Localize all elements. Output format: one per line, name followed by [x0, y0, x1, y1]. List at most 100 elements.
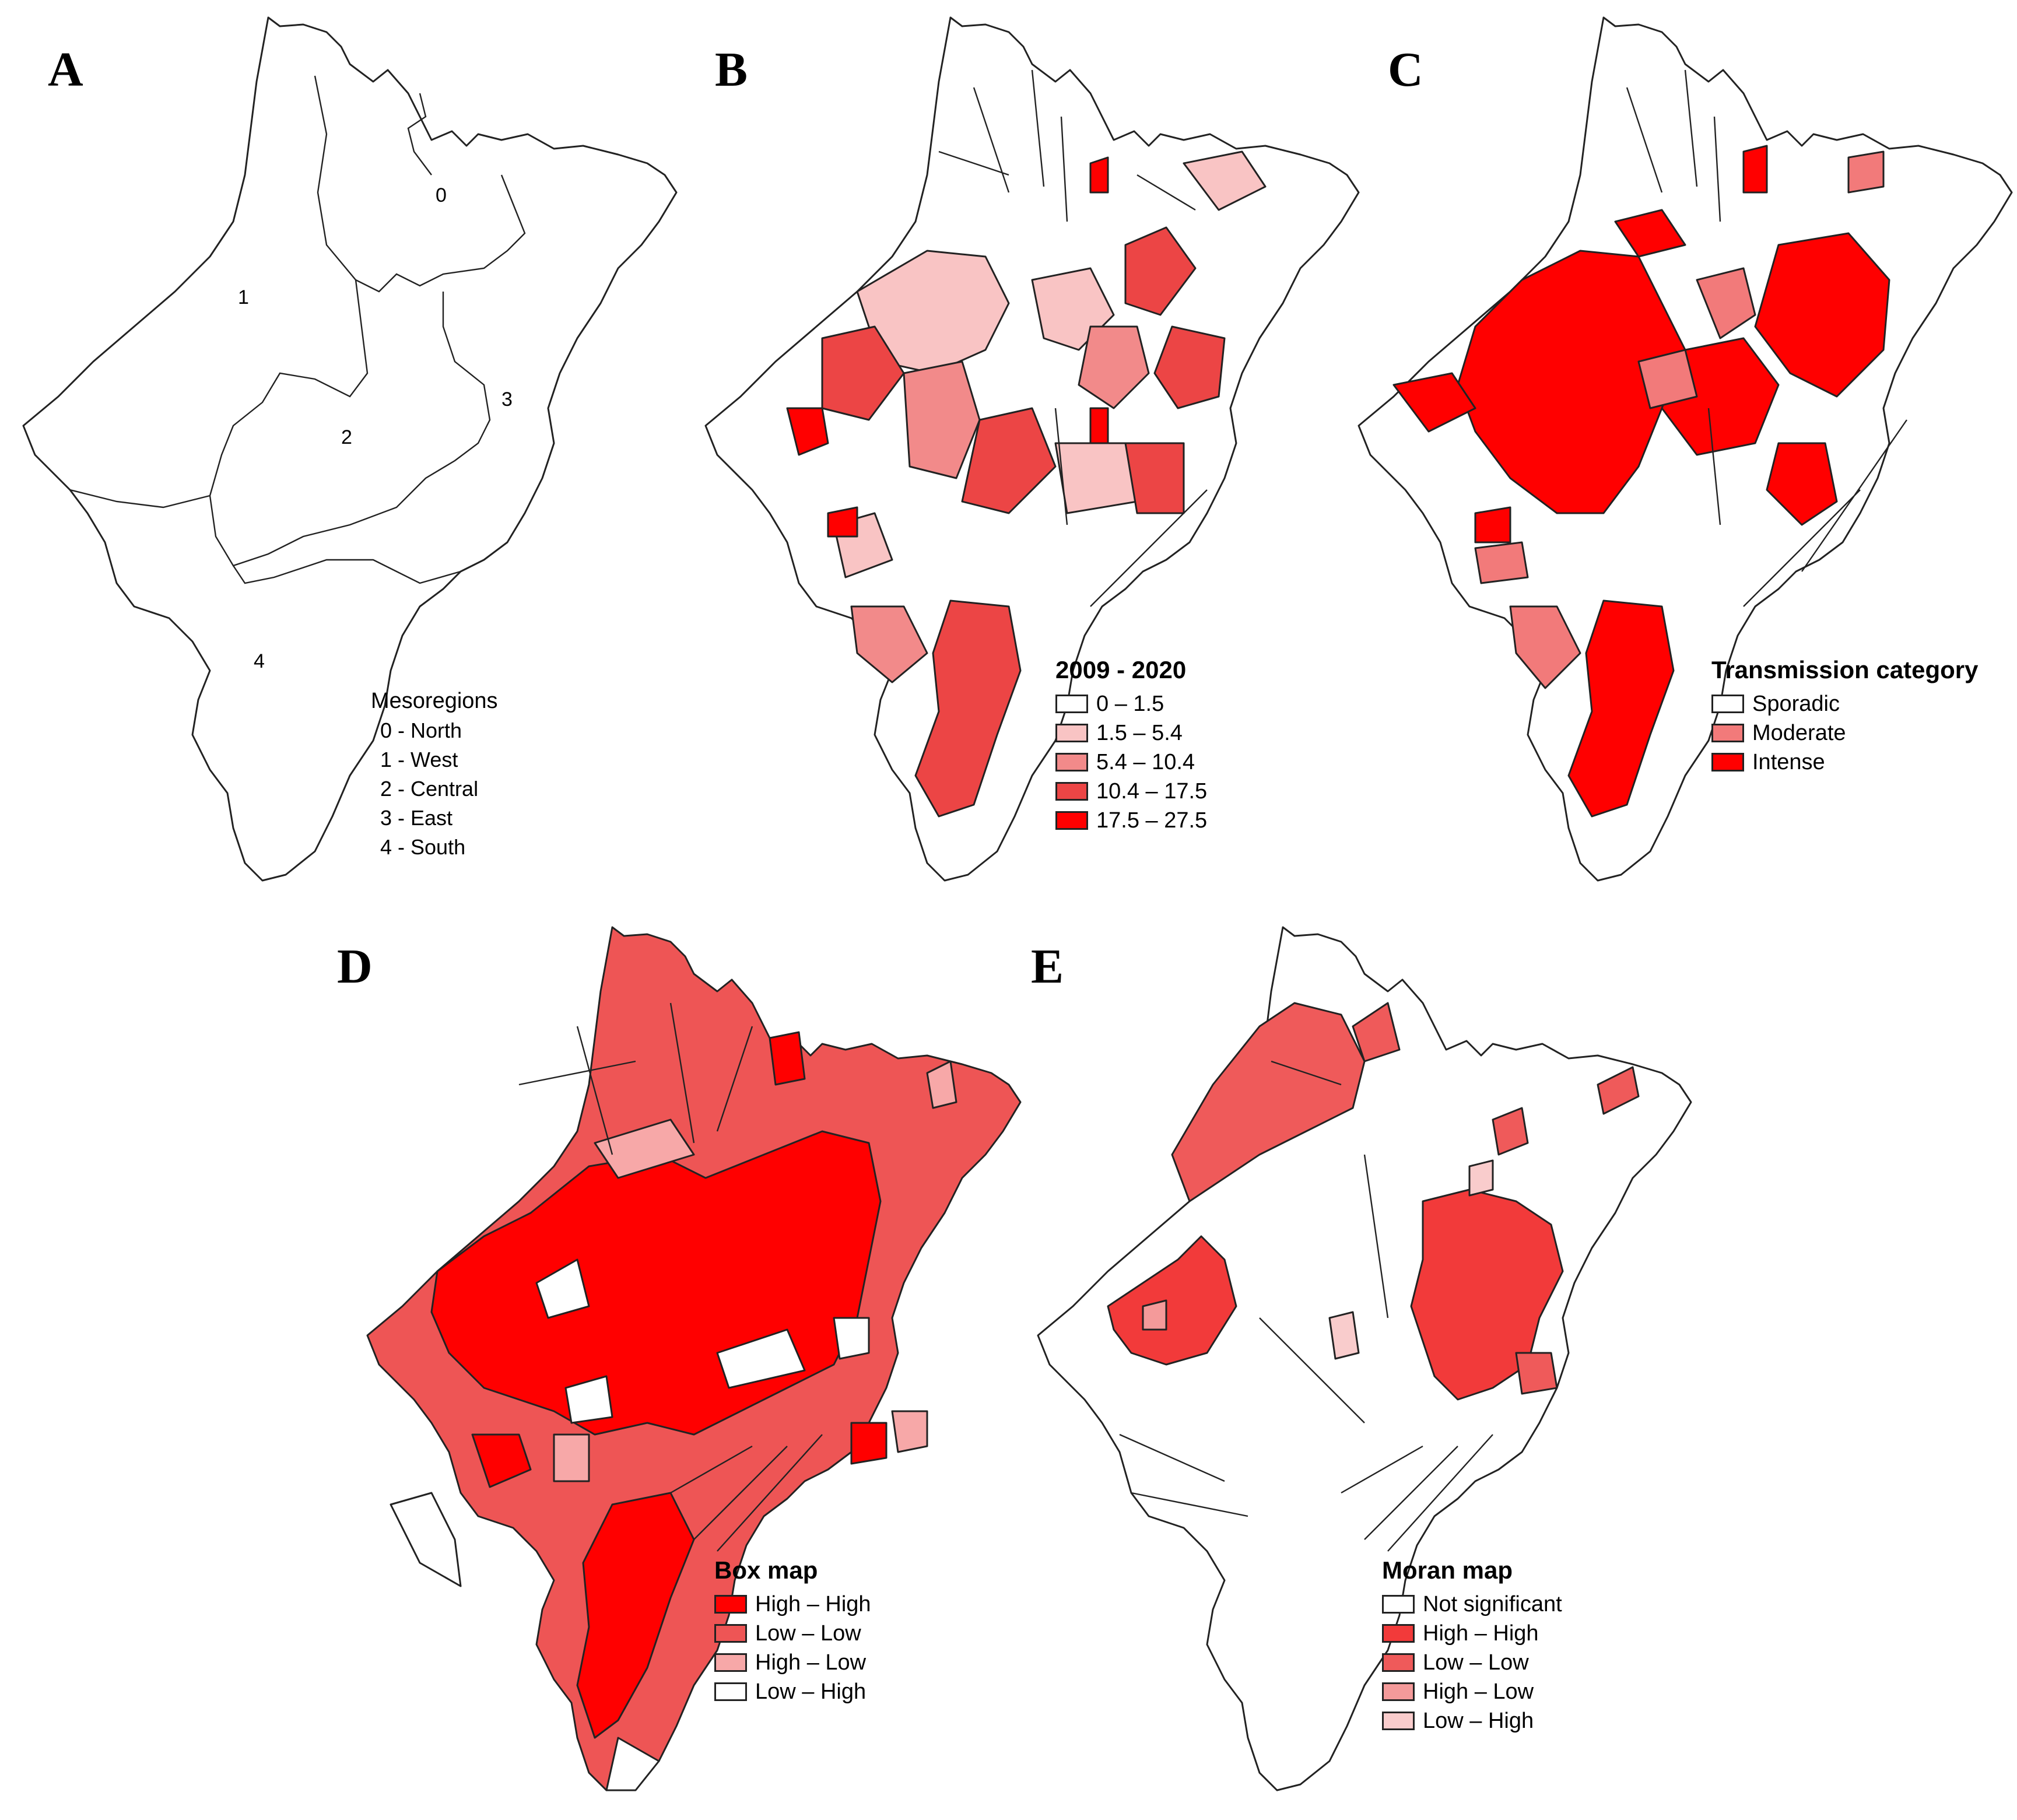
mesoregions-legend-title: Mesoregions	[371, 689, 498, 713]
moran-map-legend-item: Low – Low	[1382, 1648, 1562, 1677]
municipal-borders	[938, 69, 1208, 607]
municipality	[1509, 605, 1581, 689]
moran-map-legend-item: High – Low	[1382, 1677, 1562, 1706]
legend-swatch	[1711, 753, 1744, 772]
panel-letter-b: B	[715, 43, 748, 97]
legend-swatch	[714, 1653, 747, 1672]
municipality	[1696, 267, 1756, 339]
municipality	[833, 1317, 870, 1360]
legend-swatch	[1711, 724, 1744, 742]
mesoregion-map	[22, 16, 678, 882]
municipality	[1614, 209, 1686, 258]
municipal-borders	[518, 1002, 823, 1552]
transmission-legend-item: Moderate	[1711, 718, 1979, 748]
legend-label: 1.5 – 5.4	[1096, 721, 1183, 745]
municipality	[786, 407, 829, 456]
state-outline-a	[22, 16, 678, 882]
municipality	[594, 1118, 695, 1179]
municipality	[850, 605, 928, 683]
panel-a-mesoregions: A 0 1 2 3 4 Mesoregions 0 - North 1 - We…	[0, 0, 688, 910]
municipality	[564, 1375, 613, 1424]
municipality	[1567, 599, 1675, 818]
moran-map	[1037, 926, 1692, 1791]
legend-swatch	[1055, 695, 1088, 713]
incidence-legend-item: 10.4 – 17.5	[1055, 777, 1207, 806]
box-map-legend-title: Box map	[714, 1556, 818, 1584]
municipality	[716, 1328, 806, 1389]
legend-swatch	[714, 1624, 747, 1643]
legend-label: High – Low	[755, 1650, 867, 1675]
legend-label: 0 – 1.5	[1096, 692, 1164, 716]
transmission-legend-title: Transmission category	[1711, 656, 1979, 683]
legend-swatch	[714, 1595, 747, 1614]
box-map	[366, 926, 1022, 1791]
municipality	[535, 1258, 590, 1319]
municipality	[1474, 506, 1511, 543]
legend-swatch	[1382, 1653, 1415, 1672]
municipality	[1515, 1352, 1558, 1395]
incidence-legend-item: 5.4 – 10.4	[1055, 748, 1207, 777]
municipality	[1637, 349, 1698, 409]
municipality	[821, 325, 905, 421]
north-boundary	[314, 75, 526, 293]
municipality	[1597, 1066, 1640, 1115]
municipality	[605, 1737, 660, 1791]
municipality	[1661, 337, 1780, 456]
panel-letter-c: C	[1388, 43, 1423, 97]
municipality	[1754, 232, 1890, 398]
legend-swatch	[1382, 1682, 1415, 1701]
municipality	[1124, 226, 1197, 316]
legend-label: 17.5 – 27.5	[1096, 808, 1208, 833]
municipality	[1410, 1188, 1564, 1401]
municipality	[891, 1410, 928, 1453]
legend-label: Low – High	[1423, 1709, 1534, 1733]
legend-swatch	[714, 1682, 747, 1701]
municipality	[1742, 145, 1768, 194]
incidence-map	[704, 16, 1360, 882]
municipality	[961, 407, 1057, 514]
region-number-1: 1	[238, 286, 249, 308]
moran-map-legend-title: Moran map	[1382, 1556, 1513, 1584]
legend-label: 5.4 – 10.4	[1096, 750, 1195, 774]
municipality	[926, 1060, 957, 1109]
municipality	[850, 1422, 888, 1465]
municipality	[903, 360, 981, 479]
legend-label: Sporadic	[1752, 692, 1840, 716]
municipality	[769, 1031, 806, 1086]
mesoregion-item: 4 - South	[380, 835, 466, 859]
municipality	[390, 1492, 462, 1587]
municipality	[827, 506, 858, 538]
region-number-0: 0	[436, 184, 447, 206]
municipal-borders	[1119, 1060, 1493, 1552]
panel-c-transmission: C Transmission category Sporadic Moderat…	[1335, 0, 2017, 910]
island-detail	[407, 93, 432, 176]
moran-map-legend-item: High – High	[1382, 1619, 1562, 1648]
legend-label: High – High	[1423, 1621, 1539, 1646]
panel-e-moran-map: E Moran map Not significant High – High …	[1015, 910, 1703, 1820]
region-number-2: 2	[341, 426, 352, 448]
legend-label: 10.4 – 17.5	[1096, 779, 1208, 804]
municipality	[1171, 1002, 1366, 1202]
municipality	[576, 1492, 695, 1739]
legend-swatch	[1055, 724, 1088, 742]
municipality	[1089, 407, 1109, 444]
box-map-legend-item: Low – High	[714, 1677, 871, 1706]
municipality	[1766, 442, 1838, 526]
legend-swatch	[1711, 695, 1744, 713]
panel-d-box-map: D Box map High – High Low – Low High – L…	[337, 910, 1032, 1820]
municipality	[1183, 150, 1267, 211]
municipality	[1392, 372, 1476, 433]
municipality	[1847, 150, 1885, 194]
box-map-legend-item: Low – Low	[714, 1619, 871, 1648]
municipality	[1474, 541, 1529, 584]
incidence-legend-item: 17.5 – 27.5	[1055, 806, 1207, 835]
municipality	[1142, 1299, 1167, 1331]
panel-letter-d: D	[337, 939, 373, 994]
panel-letter-e: E	[1031, 939, 1064, 994]
box-map-legend: Box map High – High Low – Low High – Low…	[714, 1558, 871, 1706]
transmission-legend-item: Intense	[1711, 748, 1979, 777]
incidence-legend-item: 0 – 1.5	[1055, 689, 1207, 718]
legend-label: Low – High	[755, 1679, 867, 1704]
central-south-boundary	[233, 559, 461, 584]
moran-map-legend: Moran map Not significant High – High Lo…	[1382, 1558, 1562, 1735]
